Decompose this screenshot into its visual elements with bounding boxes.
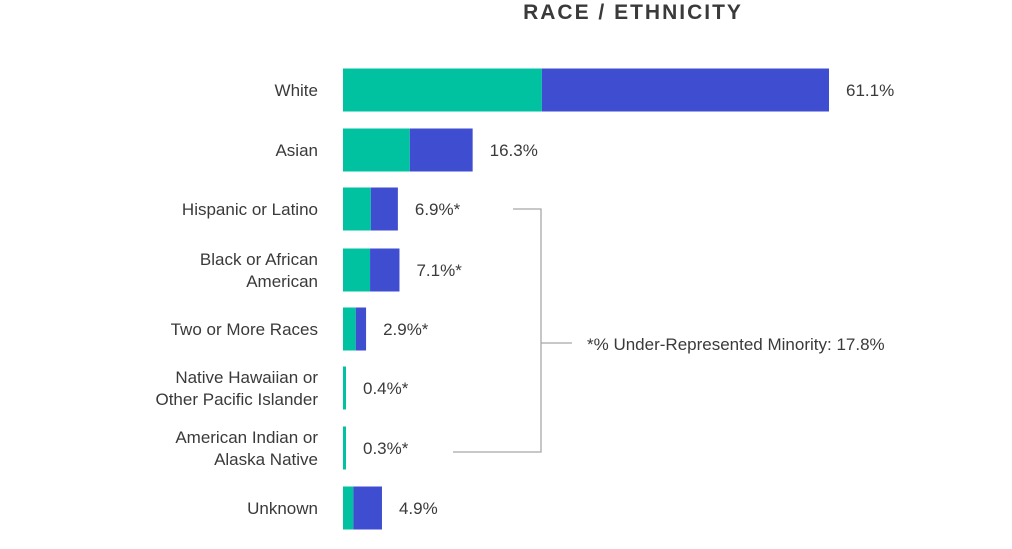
bar-segment-teal [343,307,356,351]
bracket-line [453,208,542,453]
bar-row: Black or African American 7.1%* [200,248,462,292]
bar-segment-blue [353,486,382,530]
bar-segment-teal [343,187,371,231]
value-label: 4.9% [399,499,438,518]
category-label: Alaska Native [214,450,318,469]
bar-segment-blue [541,68,829,112]
category-label: Asian [275,141,318,160]
value-label: 7.1%* [416,261,462,280]
value-label: 6.9%* [415,200,461,219]
urm-bracket [453,208,572,453]
bar-row: Two or More Races 2.9%* [171,307,429,351]
bar-segment-blue [409,128,473,172]
bar-segment-blue [370,248,400,292]
bar-segment-teal [343,366,346,410]
category-label: American [246,272,318,291]
bar-segment-blue [370,187,398,231]
bar-row: Native Hawaiian or Other Pacific Islander… [155,366,409,410]
value-label: 0.4%* [363,379,409,398]
category-label: White [275,81,318,100]
bar-segment-teal [343,68,542,112]
bar-row: White 61.1% [275,68,894,112]
urm-annotation: *% Under-Represented Minority: 17.8% [587,335,885,354]
value-label: 16.3% [490,141,538,160]
bar-segment-teal [343,486,354,530]
bar-rows: White 61.1% Asian 16.3% Hispanic or Latino 6.… [155,68,894,530]
category-label: Other Pacific Islander [155,390,318,409]
value-label: 2.9%* [383,320,429,339]
bar-segment-blue [355,307,367,351]
bar-segment-teal [343,128,410,172]
bar-segment-teal [343,248,371,292]
value-label: 61.1% [846,81,894,100]
category-label: Unknown [247,499,318,518]
category-label: Two or More Races [171,320,318,339]
bar-row: Unknown 4.9% [247,486,438,530]
category-label: Hispanic or Latino [182,200,318,219]
category-label: Native Hawaiian or [175,368,318,387]
bar-row: American Indian or Alaska Native 0.3%* [175,426,409,470]
chart-title: RACE / ETHNICITY [523,1,743,24]
value-label: 0.3%* [363,439,409,458]
bar-row: Hispanic or Latino 6.9%* [182,187,461,231]
bar-row: Asian 16.3% [275,128,538,172]
category-label: Black or African [200,250,318,269]
bar-segment-teal [343,426,346,470]
category-label: American Indian or [175,428,318,447]
